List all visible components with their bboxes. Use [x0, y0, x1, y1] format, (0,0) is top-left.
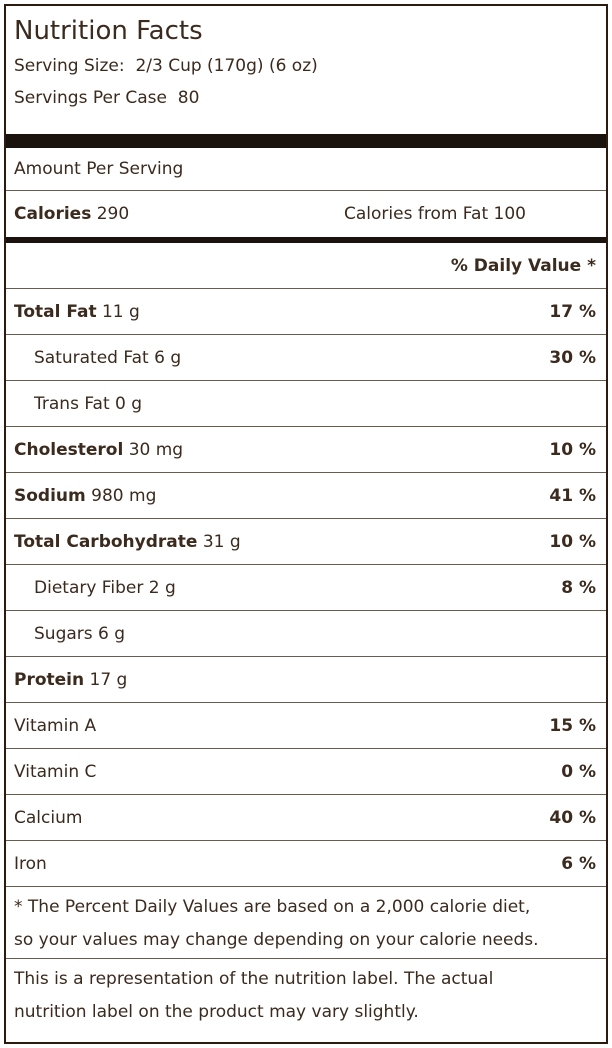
nutrient-name: Vitamin A [14, 716, 97, 736]
nutrient-row: Sugars 6 g [6, 611, 606, 657]
nutrient-name: Sugars [34, 624, 93, 644]
nutrient-name: Trans Fat [34, 394, 110, 414]
daily-value: 30 % [549, 348, 596, 368]
value: 80 [177, 88, 200, 108]
disclaimer-line: nutrition label on the product may vary … [14, 1002, 419, 1022]
nutrient-name: Total Fat [14, 302, 97, 322]
nutrient-name: Calcium [14, 808, 83, 828]
disclaimer: This is a representation of the nutritio… [6, 959, 606, 1029]
nutrient-amount: 17 g [89, 670, 128, 690]
nutrient-name: Dietary Fiber [34, 578, 144, 598]
thick-divider [6, 134, 606, 148]
footnote-line: * The Percent Daily Values are based on … [14, 897, 531, 917]
nutrient-amount: 6 g [154, 348, 182, 368]
header: Nutrition Facts Serving Size: 2/3 Cup (1… [6, 6, 606, 134]
value: 2/3 Cup (170g) (6 oz) [135, 56, 318, 76]
nutrient-row: Protein 17 g [6, 657, 606, 703]
nutrient-amount: 980 mg [91, 486, 157, 506]
nutrient-row: Total Carbohydrate 31 g 10 % [6, 519, 606, 565]
nutrition-label: Nutrition Facts Serving Size: 2/3 Cup (1… [4, 4, 608, 1044]
nutrient-name: Protein [14, 670, 85, 690]
label: Serving Size: [14, 56, 125, 76]
daily-value: 8 % [561, 578, 596, 598]
servings-per-case: Servings Per Case 80 [14, 82, 598, 114]
daily-value-header: % Daily Value * [6, 243, 606, 289]
daily-value: 6 % [561, 854, 596, 874]
fat-calories: Calories from Fat 100 [344, 191, 526, 237]
daily-value: 0 % [561, 762, 596, 782]
daily-value: 41 % [549, 486, 596, 506]
nutrient-amount: 30 mg [128, 440, 184, 460]
amount-per-serving: Amount Per Serving [6, 148, 606, 191]
nutrient-rows: Total Fat 11 g 17 % Saturated Fat 6 g 30 % T… [6, 289, 606, 887]
daily-value: 10 % [549, 532, 596, 552]
nutrient-name: Iron [14, 854, 47, 874]
label: Calories [14, 204, 92, 224]
nutrient-row: Trans Fat 0 g [6, 381, 606, 427]
value: 100 [493, 204, 526, 224]
disclaimer-line: This is a representation of the nutritio… [14, 969, 494, 989]
nutrient-row: Sodium 980 mg 41 % [6, 473, 606, 519]
nutrient-name: Sodium [14, 486, 86, 506]
nutrient-name: Saturated Fat [34, 348, 149, 368]
label: Servings Per Case [14, 88, 167, 108]
nutrient-amount: 2 g [148, 578, 176, 598]
nutrient-row: Calcium 40 % [6, 795, 606, 841]
daily-value: 17 % [549, 302, 596, 322]
nutrient-row: Dietary Fiber 2 g 8 % [6, 565, 606, 611]
nutrient-row: Saturated Fat 6 g 30 % [6, 335, 606, 381]
footnote: * The Percent Daily Values are based on … [6, 887, 606, 959]
daily-value: 40 % [549, 808, 596, 828]
nutrient-row: Vitamin A 15 % [6, 703, 606, 749]
nutrient-amount: 0 g [115, 394, 143, 414]
header-text: % Daily Value * [450, 256, 596, 276]
daily-value: 10 % [549, 440, 596, 460]
nutrient-row: Iron 6 % [6, 841, 606, 887]
nutrient-row: Vitamin C 0 % [6, 749, 606, 795]
calories-row: Calories 290 Calories from Fat 100 [6, 191, 606, 237]
nutrient-row: Cholesterol 30 mg 10 % [6, 427, 606, 473]
nutrient-amount: 11 g [101, 302, 140, 322]
label: Calories from Fat [344, 204, 489, 224]
medium-divider [6, 237, 606, 243]
nutrient-name: Cholesterol [14, 440, 124, 460]
nutrient-amount: 31 g [202, 532, 241, 552]
title: Nutrition Facts [14, 16, 203, 46]
nutrient-name: Vitamin C [14, 762, 97, 782]
nutrient-name: Total Carbohydrate [14, 532, 198, 552]
nutrient-amount: 6 g [98, 624, 126, 644]
serving-size: Serving Size: 2/3 Cup (170g) (6 oz) [14, 50, 598, 82]
daily-value: 15 % [549, 716, 596, 736]
value: 290 [96, 204, 130, 224]
nutrient-row: Total Fat 11 g 17 % [6, 289, 606, 335]
footnote-line: so your values may change depending on y… [14, 930, 539, 950]
